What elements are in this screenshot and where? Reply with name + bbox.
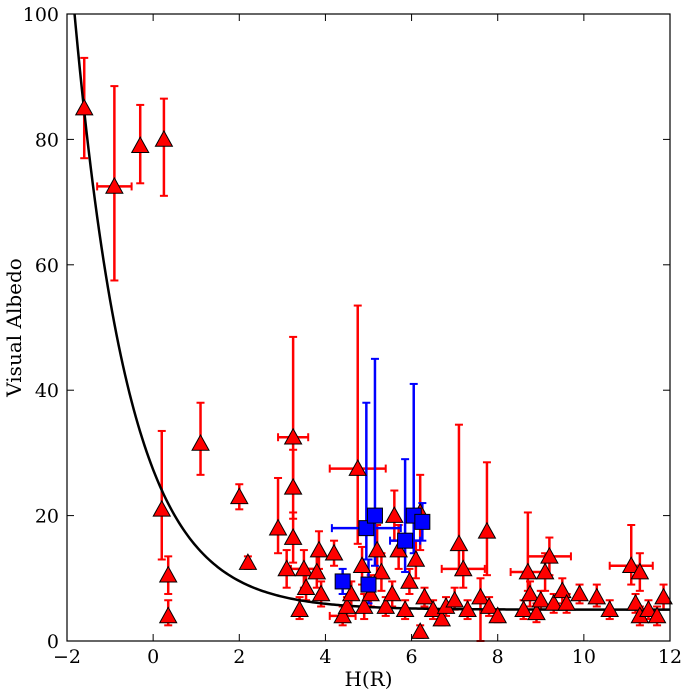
triangle-marker	[152, 499, 172, 517]
triangle-marker	[290, 600, 309, 617]
square-marker	[414, 513, 431, 530]
triangle-marker	[626, 593, 645, 611]
y-tick-label: 100	[23, 4, 59, 26]
triangle-marker	[639, 600, 658, 617]
triangle-marker	[552, 581, 572, 599]
triangle-marker	[410, 622, 430, 639]
triangle-marker	[191, 433, 210, 451]
square-marker	[366, 507, 383, 524]
y-tick-label: 20	[35, 506, 59, 528]
triangle-marker	[238, 553, 258, 570]
markers-layer	[74, 98, 673, 639]
y-tick-label: 60	[35, 255, 59, 277]
triangle-marker	[540, 546, 559, 564]
triangle-marker	[477, 521, 497, 539]
triangle-marker	[415, 587, 434, 605]
triangle-marker	[376, 596, 396, 614]
triangle-marker	[458, 600, 477, 617]
triangle-marker	[389, 540, 408, 558]
x-tick-label: 8	[492, 646, 504, 668]
triangle-marker	[384, 506, 404, 523]
triangle-marker	[309, 540, 329, 558]
x-tick-label: −2	[53, 646, 81, 668]
triangle-marker	[514, 600, 533, 617]
triangle-marker	[630, 562, 650, 580]
triangle-marker	[654, 587, 673, 605]
triangle-marker	[400, 571, 419, 589]
triangle-marker	[283, 477, 303, 495]
x-tick-label: 12	[658, 646, 682, 668]
triangle-marker	[531, 590, 551, 608]
plot-frame	[66, 13, 671, 642]
triangle-marker	[520, 584, 540, 602]
triangle-marker	[348, 459, 368, 476]
triangle-marker	[544, 593, 564, 611]
triangle-marker	[570, 584, 589, 602]
triangle-marker	[479, 596, 499, 614]
square-marker	[397, 532, 414, 549]
triangle-marker	[535, 562, 555, 580]
y-tick-label: 40	[35, 380, 59, 402]
triangle-marker	[395, 600, 415, 617]
triangle-marker	[557, 593, 576, 611]
triangle-marker	[311, 584, 331, 602]
triangle-marker	[600, 600, 620, 617]
triangle-marker	[283, 427, 303, 445]
triangle-marker	[527, 603, 546, 621]
triangle-marker	[105, 176, 124, 194]
triangle-marker	[361, 584, 381, 602]
y-axis-label: Visual Albedo	[2, 258, 26, 398]
square-marker	[360, 576, 377, 593]
triangle-marker	[367, 540, 387, 558]
triangle-marker	[324, 543, 344, 561]
triangle-marker	[283, 528, 303, 545]
triangle-marker	[158, 565, 178, 583]
triangle-marker	[229, 487, 249, 505]
triangle-marker	[471, 587, 490, 605]
triangle-marker	[518, 562, 538, 580]
square-marker	[334, 573, 351, 590]
triangle-marker	[488, 606, 508, 624]
triangle-marker	[154, 129, 174, 147]
triangle-marker	[445, 590, 464, 608]
triangle-marker	[341, 584, 361, 602]
triangle-marker	[406, 549, 426, 567]
x-tick-label: 10	[572, 646, 596, 668]
triangle-marker	[333, 606, 353, 624]
triangle-marker	[647, 606, 667, 624]
triangle-marker	[587, 587, 607, 605]
triangle-marker	[449, 534, 469, 552]
triangle-marker	[277, 559, 297, 577]
y-tick-label: 80	[35, 129, 59, 151]
triangle-marker	[372, 562, 391, 580]
triangle-marker	[296, 578, 316, 596]
triangle-marker	[130, 136, 150, 153]
triangle-marker	[432, 609, 452, 627]
x-tick-label: 2	[233, 646, 245, 668]
triangle-marker	[337, 596, 357, 614]
triangle-marker	[307, 562, 327, 580]
triangle-marker	[294, 559, 314, 577]
x-tick-label: 6	[406, 646, 418, 668]
x-axis-label: H(R)	[344, 667, 392, 691]
triangle-marker	[621, 556, 641, 574]
triangle-marker	[268, 518, 288, 536]
triangle-marker	[74, 98, 94, 116]
triangle-marker	[382, 584, 402, 602]
x-tick-label: 0	[147, 646, 159, 668]
triangle-marker	[158, 606, 178, 624]
y-tick-label: 0	[47, 631, 59, 653]
x-tick-label: 4	[319, 646, 331, 668]
triangle-marker	[352, 556, 372, 574]
triangle-marker	[354, 596, 374, 614]
triangle-marker	[453, 559, 473, 577]
square-marker	[358, 520, 375, 537]
